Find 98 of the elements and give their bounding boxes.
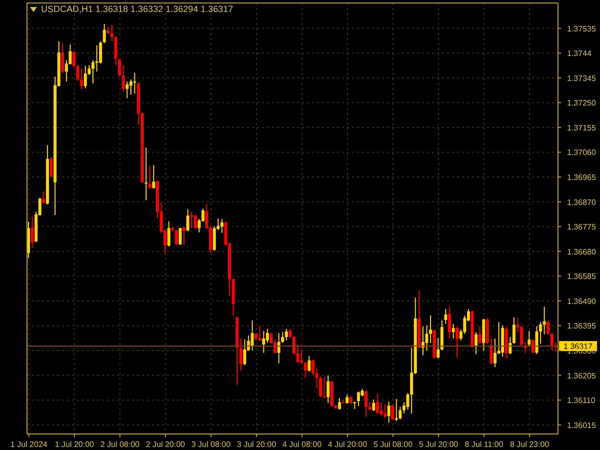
candlestick [391,404,394,420]
x-tick-label: 3 Jul 20:00 [236,440,277,449]
candlestick [338,397,342,410]
candlestick [531,339,534,354]
candlestick [174,229,178,246]
candlestick [353,401,356,410]
candlestick [186,208,190,232]
candlestick [372,399,376,412]
candlestick [452,323,455,340]
x-tick-label: 3 Jul 08:00 [191,440,232,449]
candlestick [178,227,182,246]
y-tick-label: 1.36965 [567,173,596,182]
candlestick [152,164,156,190]
candlestick [474,331,478,355]
candlestick [444,308,448,324]
candlestick [456,326,459,358]
candlestick [546,320,550,335]
y-tick-label: 1.3744 [567,49,592,58]
candlestick [494,338,497,368]
x-tick-label: 1 Jul 2024 [10,440,48,449]
y-tick-label: 1.36775 [567,222,596,232]
candlestick [508,336,512,355]
candlestick [387,401,390,424]
candlestick [550,332,554,351]
candlestick [42,190,46,204]
y-tick-label: 1.37155 [567,123,596,132]
candlestick [322,376,326,399]
candlestick [250,320,254,351]
candlestick [258,324,262,342]
candlestick [292,336,296,355]
candlestick [194,214,197,230]
x-tick-label: 8 Jul 23:00 [510,440,550,449]
candlestick [436,337,440,359]
candlestick [524,341,527,354]
candlestick [512,316,516,344]
candlestick [133,72,136,94]
candlestick [50,156,53,178]
candlestick [84,65,87,89]
x-tick-label: 5 Jul 08:00 [373,440,414,449]
y-tick-label: 1.36680 [567,247,596,256]
candlestick [266,328,269,344]
candlestick [326,375,330,404]
y-tick-label: 1.36015 [567,420,596,430]
candlestick [364,390,368,418]
y-tick-label: 1.36205 [567,371,596,380]
candlestick [80,68,84,90]
candlestick [72,50,76,68]
candlestick [296,344,300,364]
candlestick [102,23,106,44]
y-tick-label: 1.36110 [567,396,596,406]
candlestick [190,211,194,229]
candlestick [356,390,360,407]
candlestick [384,404,387,418]
candlestick [220,218,224,234]
candlestick [167,220,170,247]
candlestick [308,355,311,372]
candlestick [122,64,125,92]
candlestick [91,60,94,84]
candlestick [262,330,266,354]
candlestick [277,332,280,364]
candlestick [239,338,242,372]
candlestick [243,338,246,366]
candlestick [539,322,542,344]
candlestick [284,328,288,341]
candlestick [144,147,148,201]
candlestick [126,81,129,99]
candlestick [448,306,452,340]
y-tick-label: 1.37345 [567,74,596,83]
candlestick [311,359,314,376]
candlestick [148,165,152,190]
x-tick-label: 4 Jul 08:00 [282,440,322,449]
x-tick-label: 1 Jul 20:00 [54,440,95,449]
candlestick [528,330,531,348]
candlestick [535,326,538,355]
y-tick-label: 1.36870 [567,198,596,207]
x-tick-label: 2 Jul 20:00 [146,440,186,449]
y-tick-label: 1.37535 [567,24,596,34]
chart-title: USDCAD,H1 1.36318 1.36332 1.36294 1.36317 [41,4,234,14]
candlestick [482,318,486,352]
candlestick [118,58,122,78]
x-tick-label: 2 Jul 08:00 [100,440,140,449]
candlestick [30,216,34,248]
y-tick-label: 1.36585 [567,272,596,282]
y-tick-label: 1.37060 [567,148,596,158]
candlestick [478,326,482,344]
y-tick-label: 1.37250 [567,98,596,108]
x-tick-label: 8 Jul 11:00 [464,440,504,449]
y-tick-label: 1.36490 [567,296,596,306]
candlestick [376,393,379,414]
x-tick-label: 5 Jul 20:00 [418,440,459,449]
candlestick [270,332,273,344]
y-tick-label: 1.36395 [567,322,596,331]
candlestick [61,42,64,74]
x-tick-label: 4 Jul 20:00 [328,440,368,449]
candlestick [274,339,277,354]
candlestick [182,226,186,246]
candlestick [440,320,444,351]
candlestick [304,361,307,378]
